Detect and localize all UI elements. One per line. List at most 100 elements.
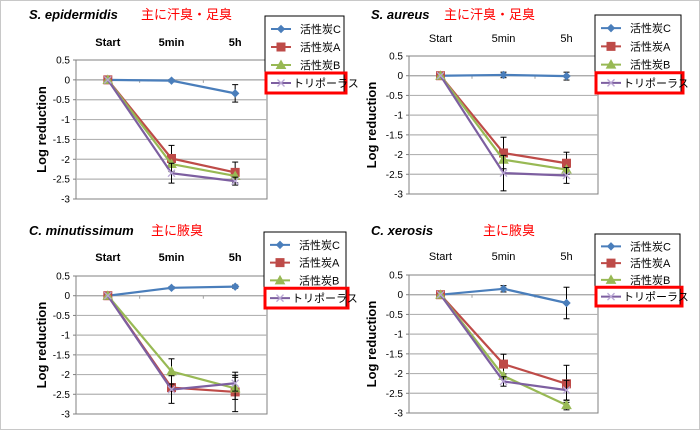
legend-marker	[605, 59, 617, 69]
y-axis-label: Log reduction	[34, 302, 49, 389]
category-label: Start	[95, 37, 120, 49]
legend-label: 活性炭A	[299, 256, 340, 270]
y-tick-label: -2	[61, 155, 70, 166]
legend: 活性炭C 活性炭A 活性炭B トリポーラス	[594, 14, 689, 95]
data-point	[436, 290, 445, 299]
legend-label: 活性炭B	[630, 273, 670, 287]
y-tick-label: -0.5	[53, 311, 71, 322]
legend-label: 活性炭B	[630, 58, 670, 72]
y-tick-label: -3	[61, 195, 70, 206]
legend-marker	[607, 78, 615, 87]
category-label: Start	[429, 33, 452, 45]
chart-panel-4: C. xerosis 主に腋臭 Start 5min 5h 0.5 0 -0.5 -1 -1.5 -…	[364, 223, 689, 420]
highlight-box	[263, 286, 350, 310]
data-point	[562, 386, 571, 395]
y-tick-label: -0.5	[386, 310, 404, 321]
y-tick-label: 0.5	[389, 271, 403, 282]
category-label: 5min	[159, 252, 185, 264]
y-tick-label: -2	[394, 369, 403, 380]
y-tick-label: -1.5	[386, 130, 404, 141]
y-tick-label: -3	[61, 410, 70, 421]
legend: 活性炭C 活性炭A 活性炭B トリポーラス	[594, 233, 689, 308]
data-point	[499, 377, 508, 386]
legend-label: 活性炭C	[630, 21, 671, 35]
category-label: Start	[95, 252, 120, 264]
legend-label: トリポーラス	[623, 291, 689, 304]
y-tick-label: -2.5	[386, 389, 404, 400]
legend-marker	[276, 294, 284, 303]
legend-marker	[606, 258, 616, 268]
data-point	[562, 171, 571, 180]
data-point	[499, 284, 508, 294]
legend-label: 活性炭A	[300, 40, 341, 54]
chart-subtitle: 主に汗臭・足臭	[444, 7, 535, 22]
data-point	[167, 76, 176, 85]
y-tick-label: -2.5	[53, 175, 71, 186]
legend-marker	[275, 240, 285, 250]
legend-label: トリポーラス	[623, 77, 689, 90]
y-tick-label: -1	[61, 115, 70, 126]
y-tick-label: 0.5	[56, 56, 70, 67]
data-point	[562, 298, 571, 308]
category-label: Start	[429, 251, 452, 263]
chart-title: C. minutissimum	[29, 223, 134, 238]
category-label: 5h	[560, 251, 572, 263]
data-point	[231, 177, 240, 186]
chart-subtitle: 主に汗臭・足臭	[141, 7, 232, 22]
legend-label: 活性炭B	[300, 58, 340, 72]
legend-label: トリポーラス	[292, 292, 358, 305]
chart-panel-3: C. minutissimum 主に腋臭 Start 5min 5h 0.5 0 -0.5 -1…	[29, 223, 358, 421]
y-tick-label: 0	[64, 291, 70, 302]
y-tick-label: -2	[394, 150, 403, 161]
data-point	[499, 359, 508, 369]
y-axis-label: Log reduction	[364, 82, 379, 169]
y-tick-label: -1.5	[53, 135, 71, 146]
category-label: 5min	[492, 33, 516, 45]
y-tick-label: 0.5	[56, 272, 70, 283]
legend-marker	[276, 42, 286, 52]
y-tick-label: -1	[61, 331, 70, 342]
legend-marker	[275, 59, 287, 69]
y-tick-label: -2.5	[386, 170, 404, 181]
y-tick-label: 0	[397, 71, 403, 82]
legend-marker	[276, 24, 286, 34]
legend-marker	[605, 274, 617, 284]
data-point	[230, 282, 240, 291]
chart-subtitle: 主に腋臭	[483, 223, 535, 238]
category-label: 5min	[159, 37, 185, 49]
y-axis-label: Log reduction	[34, 86, 49, 173]
legend-label: 活性炭B	[299, 273, 339, 287]
y-tick-label: 0	[64, 75, 70, 86]
chart-title: S. aureus	[371, 7, 430, 22]
legend-marker	[277, 79, 285, 87]
y-axis-label: Log reduction	[364, 301, 379, 388]
legend-label: 活性炭A	[630, 39, 671, 53]
y-tick-label: -1	[394, 111, 403, 122]
series-4	[436, 290, 571, 401]
y-tick-label: -2	[61, 370, 70, 381]
data-point	[230, 89, 240, 98]
chart-title: C. xerosis	[371, 223, 433, 238]
chart-title: S. epidermidis	[29, 7, 118, 22]
legend-label: 活性炭C	[630, 239, 671, 253]
data-point	[167, 385, 176, 394]
legend-marker	[606, 23, 616, 33]
y-tick-label: -0.5	[53, 95, 71, 106]
series-4	[436, 71, 571, 192]
y-tick-label: -1	[394, 330, 403, 341]
data-point	[562, 71, 571, 81]
highlight-box	[264, 71, 348, 95]
chart-panel-1: S. epidermidis 主に汗臭・足臭 Start 5min 5h 0.5 0 -0.5…	[29, 7, 359, 206]
legend-marker	[606, 242, 616, 251]
data-point	[231, 379, 240, 388]
y-tick-label: 0	[397, 290, 403, 301]
category-label: 5h	[229, 252, 242, 264]
category-label: 5h	[229, 37, 242, 49]
legend-marker	[606, 41, 616, 51]
data-point	[103, 75, 112, 84]
highlight-box	[594, 285, 684, 308]
data-point	[167, 169, 176, 178]
y-tick-label: -3	[394, 190, 403, 201]
legend-marker	[607, 292, 615, 301]
